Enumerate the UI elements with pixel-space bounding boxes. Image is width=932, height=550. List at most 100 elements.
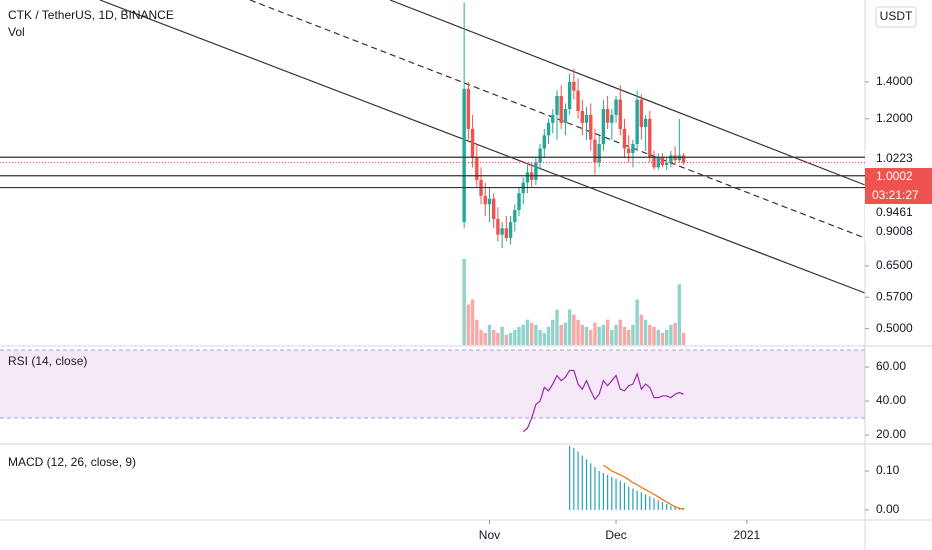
- volume-bar: [525, 319, 530, 345]
- volume-bar: [517, 326, 521, 345]
- y-tick-label: 1.4000: [876, 74, 913, 88]
- candle-body: [593, 139, 597, 163]
- volume-bar: [681, 332, 686, 345]
- candle-body: [504, 228, 509, 238]
- volume-bar: [576, 319, 580, 345]
- candle-body: [610, 114, 614, 123]
- candle-body: [525, 172, 530, 183]
- candle-body: [500, 228, 504, 235]
- candle-body: [496, 219, 500, 235]
- candle-body: [627, 148, 631, 154]
- candle-body: [551, 114, 555, 123]
- currency[interactable]: USDT: [880, 9, 913, 23]
- rsi-line: [522, 369, 684, 433]
- signal-line: [603, 464, 684, 510]
- y-tick-label: 0.00: [876, 502, 900, 516]
- candle-body: [589, 114, 593, 140]
- volume-bar: [529, 322, 534, 345]
- candle-body: [542, 135, 547, 149]
- candle-body: [681, 155, 686, 163]
- volume-bar: [483, 332, 487, 345]
- volume-bar: [610, 329, 614, 345]
- currency-box[interactable]: [875, 6, 917, 28]
- volume-bar: [589, 329, 593, 345]
- level-tag: [865, 150, 915, 168]
- candle-body: [605, 109, 610, 123]
- countdown: 03:21:27: [872, 188, 919, 202]
- volume-bar: [618, 319, 622, 345]
- volume-bar: [593, 322, 597, 345]
- volume-bar: [584, 326, 589, 345]
- candle-body: [660, 157, 665, 165]
- volume-bar: [521, 324, 525, 345]
- volume-bar: [479, 329, 483, 345]
- level-tag: [865, 223, 915, 241]
- rsi-title: RSI (14, close): [8, 354, 87, 368]
- candle-body: [622, 129, 627, 149]
- level-label: 0.9461: [876, 205, 913, 219]
- volume-bar: [660, 332, 665, 345]
- candle-body: [462, 88, 466, 223]
- level-tag: [865, 204, 915, 222]
- last-price-tag: [865, 168, 932, 204]
- y-tick-label: 20.00: [876, 427, 906, 441]
- y-tick-label: 1.2000: [876, 111, 913, 125]
- volume-bar: [534, 324, 538, 345]
- candle-body: [546, 122, 551, 136]
- candle-body: [475, 157, 479, 180]
- y-tick-label: 0.10: [876, 463, 900, 477]
- volume-bar: [462, 259, 466, 345]
- volume-bar: [500, 326, 504, 345]
- volume-bar: [513, 329, 517, 345]
- volume-bar: [622, 326, 627, 345]
- volume-bar: [491, 329, 496, 345]
- volume-bar: [470, 299, 475, 345]
- candle-body: [614, 99, 618, 115]
- y-tick-label: 0.6500: [876, 258, 913, 272]
- candle-body: [538, 148, 542, 163]
- y-tick-label: 0.5700: [876, 289, 913, 303]
- candle-body: [664, 162, 669, 165]
- y-tick-label: 0.5000: [876, 321, 913, 335]
- rsi-band: [0, 350, 865, 419]
- symbol-title: CTK / TetherUS, 1D, BINANCE: [8, 8, 174, 22]
- volume-bar: [466, 304, 471, 345]
- volume-bar: [627, 329, 631, 345]
- volume-label: Vol: [8, 25, 25, 39]
- volume-bar: [673, 322, 677, 345]
- last-price-label: 1.0002: [876, 169, 913, 183]
- volume-bar: [635, 299, 639, 345]
- candle-body: [572, 81, 576, 91]
- candle-body: [635, 99, 639, 145]
- y-tick-label: 60.00: [876, 359, 906, 373]
- candle-body: [580, 110, 584, 123]
- volume-bar: [546, 326, 551, 345]
- volume-bar: [508, 332, 513, 345]
- x-tick-label: Nov: [479, 528, 500, 542]
- candle-body: [563, 109, 568, 123]
- candle-body: [567, 81, 572, 110]
- candle-body: [656, 157, 660, 168]
- volume-bar: [563, 322, 568, 345]
- candle-body: [639, 99, 644, 127]
- candle-body: [487, 198, 492, 205]
- candle-body: [648, 118, 652, 158]
- volume-bar: [597, 326, 601, 345]
- candle-body: [576, 90, 580, 111]
- volume-bar: [605, 319, 610, 345]
- volume-bar: [551, 319, 555, 345]
- y-tick-label: 40.00: [876, 393, 906, 407]
- candle-body: [491, 198, 496, 220]
- candle-body: [517, 193, 521, 211]
- volume-bar: [656, 329, 660, 345]
- candle-body: [483, 195, 487, 205]
- candle-body: [597, 144, 601, 163]
- volume-bar: [538, 329, 542, 345]
- candle-body: [601, 109, 606, 145]
- candle-body: [631, 144, 635, 154]
- volume-bar: [567, 309, 572, 345]
- trend-line: [389, 0, 866, 186]
